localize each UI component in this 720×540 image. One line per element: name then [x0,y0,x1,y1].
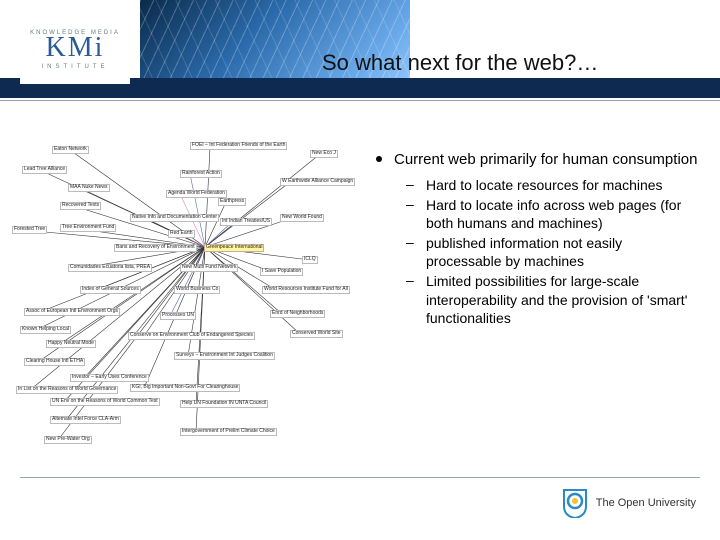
diagram-node: Enrd of Neighborhoods [270,310,325,318]
diagram-node: New World Found [280,214,324,222]
sub-bullet-row: –published information not easily proces… [406,234,700,270]
diagram-node: Clearing House Intl ETHA [24,358,85,366]
diagram-node: Comunidades Ecuatoria lista, PREA [68,264,152,272]
open-university-logo: The Open University [562,488,696,518]
diagram-node: I Save Population [260,268,303,276]
sub-bullet-text: Limited possibilities for large-scale in… [426,272,700,327]
sub-bullet-text: Hard to locate resources for machines [426,176,663,194]
diagram-node: New Pre-Water Org [44,436,92,444]
bullet-dot-icon [376,156,382,162]
diagram-node: Red Earth [168,230,195,238]
diagram-node: Intergovernment of Prelim Climate Choice [180,428,277,436]
slide-header: KNOWLEDGE MEDIA KMi INSTITUTE So what ne… [0,0,720,105]
bullet-column: Current web primarily for human consumpt… [370,150,700,329]
diagram-node: In List on the Reasons of World Governan… [16,386,118,394]
diagram-node: Investor – Early Uses Conference [70,374,149,382]
sub-bullet-row: –Hard to locate resources for machines [406,176,700,194]
diagram-node: Rainforest Action [180,170,222,178]
diagram-node: UN Env on the Reasons of World Common Te… [50,398,160,406]
sub-bullet-row: –Hard to locate info across web pages (f… [406,196,700,232]
kmi-logo: KNOWLEDGE MEDIA KMi INSTITUTE [20,28,130,84]
diagram-node: Int Indian Treaties/US [220,218,272,226]
sub-bullet-text: published information not easily process… [426,234,700,270]
diagram-node: Conserve on Environment Club of Endanger… [128,332,255,340]
diagram-node: Native Info and Documentation Center [130,214,219,222]
dash-icon: – [406,196,416,232]
diagram-node: KGI, Big Important Non-Govt For Clearing… [130,384,240,392]
diagram-node: Bans and Recovery of Environment [114,244,197,252]
sub-bullet-list: –Hard to locate resources for machines–H… [406,176,700,328]
dash-icon: – [406,176,416,194]
diagram-node: Greenpeace International [204,244,264,252]
diagram-node: Tree Environment Fund [60,224,116,232]
logo-bottom-text: INSTITUTE [20,64,130,70]
footer-divider-line [20,477,700,478]
diagram-node: Processes UN [160,312,196,320]
diagram-node: New Eco J [310,150,338,158]
diagram-node: Conserved World Site [290,330,343,338]
diagram-node: MAA Nuke News [68,184,110,192]
diagram-node: World Business Co [174,286,220,294]
dash-icon: – [406,234,416,270]
diagram-node: FOEI – Int Federation Friends of the Ear… [190,142,287,150]
network-diagram: Eaton Network FOEI – Int Federation Frien… [10,140,360,450]
slide-content: Eaton Network FOEI – Int Federation Frien… [0,140,720,470]
logo-main-text: KMi [20,34,130,62]
diagram-node: W Earthwide Alliance Campaign [280,178,355,186]
sub-bullet-text: Hard to locate info across web pages (fo… [426,196,700,232]
diagram-node: ICLQ [302,256,318,264]
diagram-node: Index of General Sources [80,286,141,294]
diagram-node: Known Helping Local [20,326,71,334]
main-bullet-row: Current web primarily for human consumpt… [370,150,700,170]
diagram-node: Assoc of European Intl Environment Orgs [24,308,120,316]
diagram-node: Lead Tree Alliance [22,166,67,174]
slide-title: So what next for the web?… [322,50,598,76]
diagram-node: Surveys – Environment Int Judges Coaliti… [174,352,275,360]
diagram-node: Earthpress [218,198,246,206]
ou-shield-icon [562,488,588,518]
diagram-node: Agenda World Federation [166,190,227,198]
diagram-node: World Resources Institute Fund for All [262,286,350,294]
dash-icon: – [406,272,416,327]
diagram-node: New Multi Fund Network [180,264,238,272]
sub-bullet-row: –Limited possibilities for large-scale i… [406,272,700,327]
diagram-node: Happy Neutral Mode [46,340,96,348]
diagram-node: Help UN Foundation IN UNTA Council [180,400,268,408]
diagram-node: Eaton Network [52,146,89,154]
diagram-node: Recovered Texts [60,202,101,210]
diagram-node: Alternate Intel Force CLA-Arm [50,416,121,424]
ou-text: The Open University [596,497,696,509]
header-divider-line [0,100,720,101]
main-bullet-text: Current web primarily for human consumpt… [394,150,697,170]
diagram-node: Forested Tree [12,226,47,234]
